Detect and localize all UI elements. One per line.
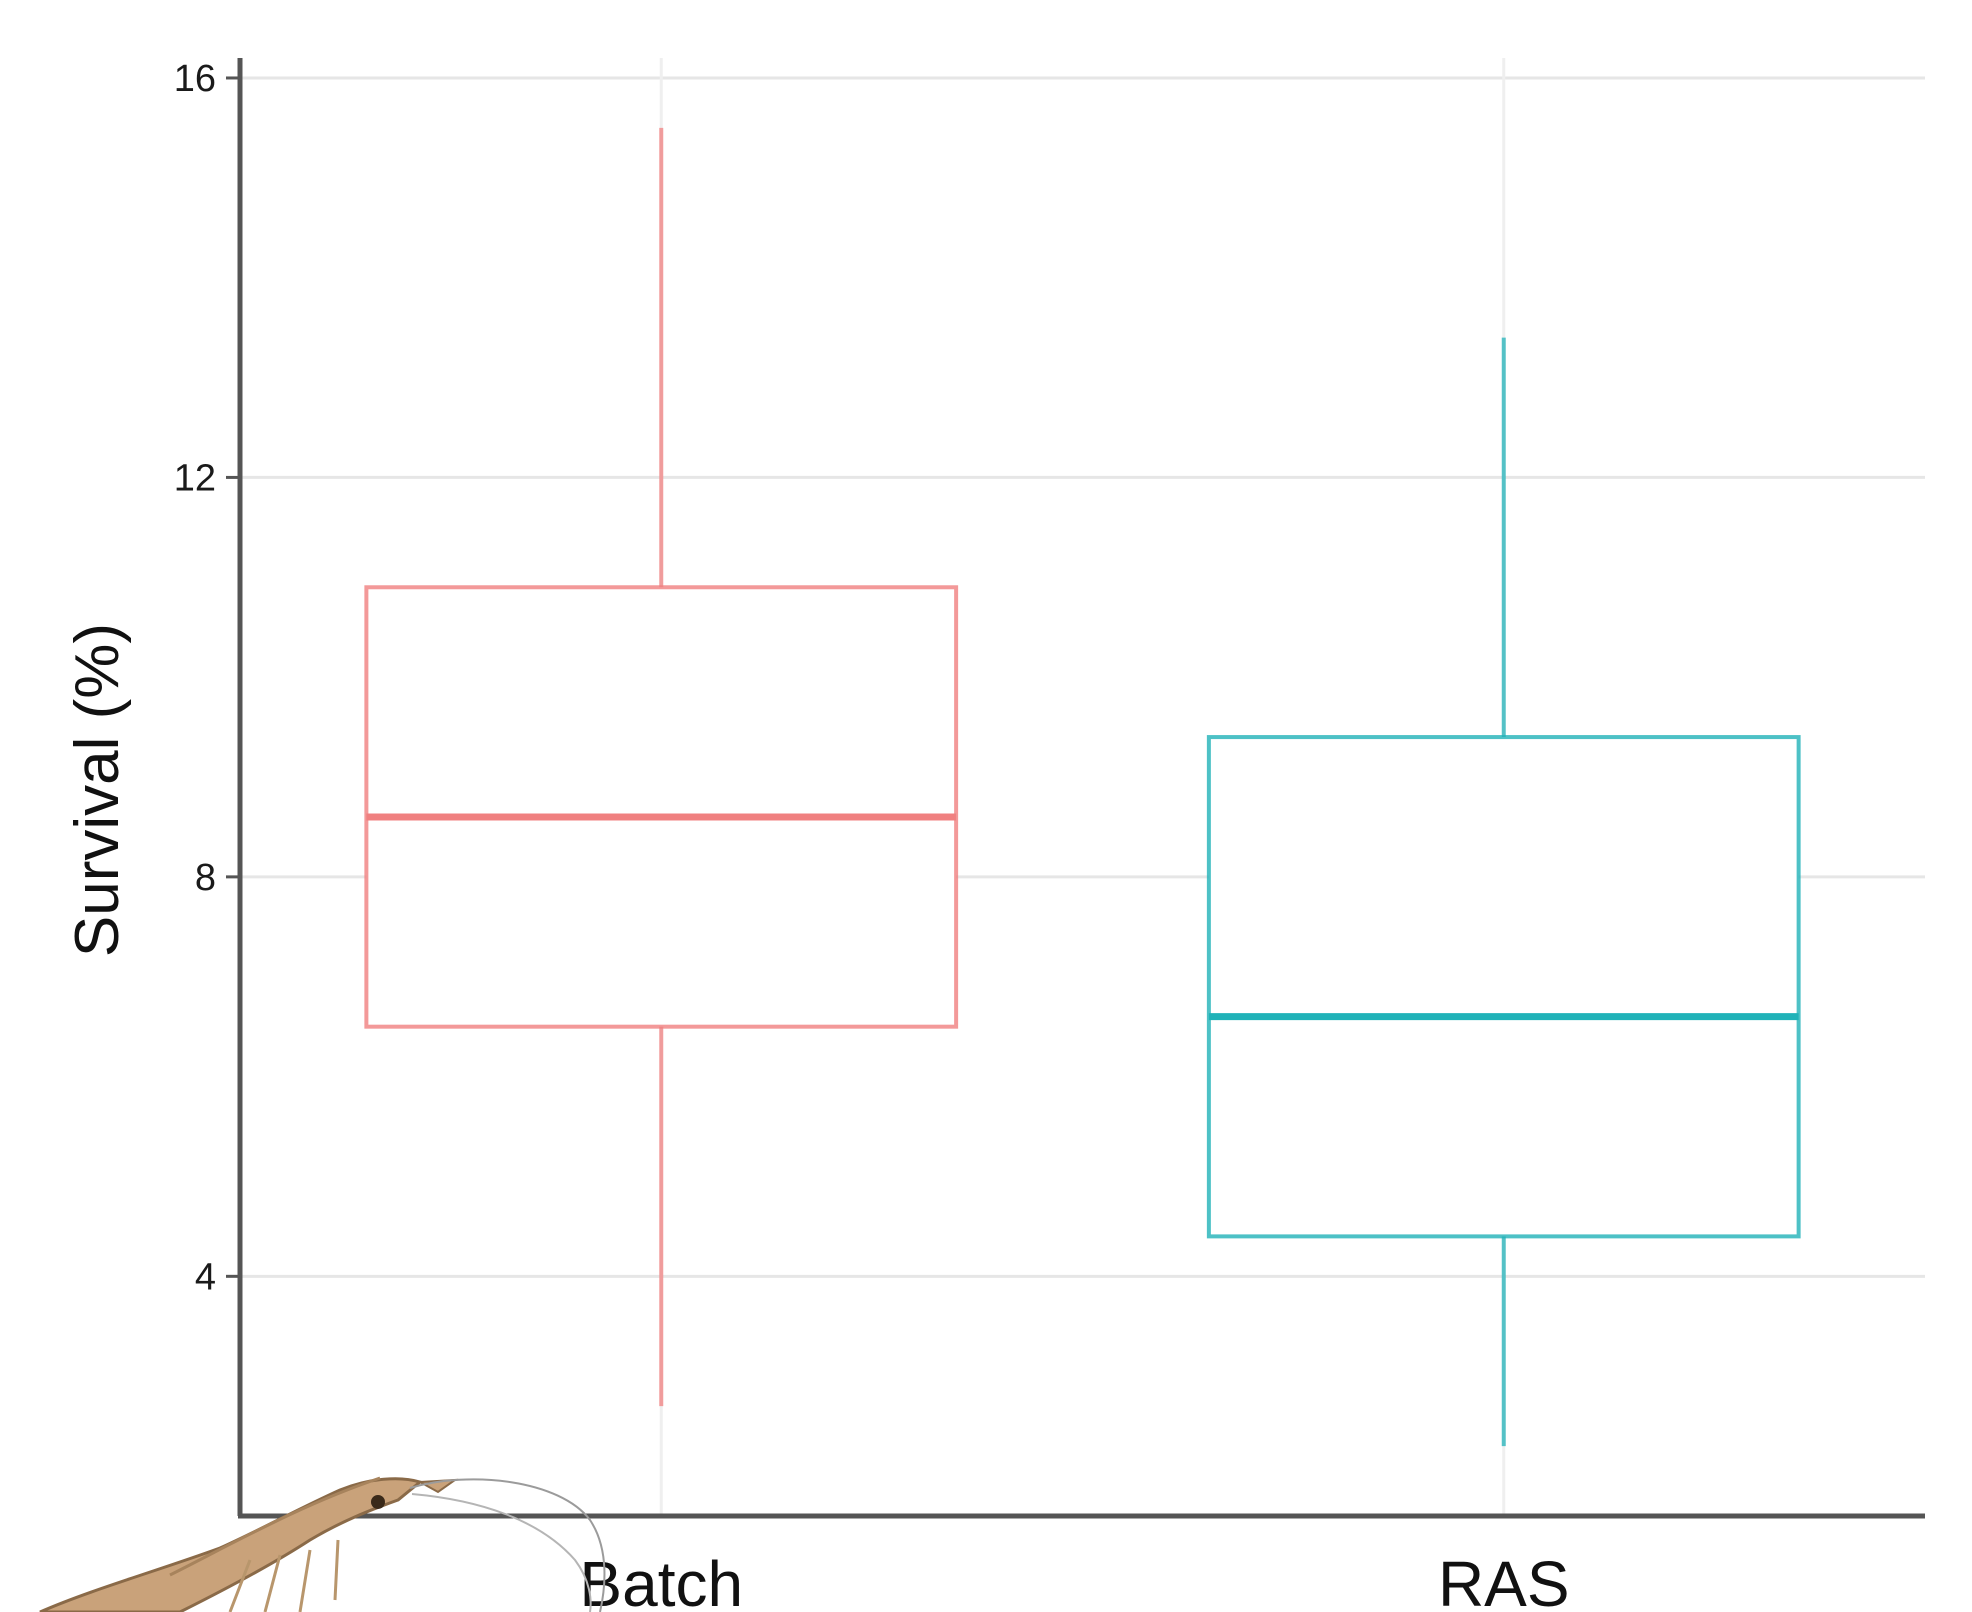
x-category-label: RAS: [1438, 1548, 1570, 1612]
box-iqr: [1206, 735, 1801, 1239]
box-ras: [1206, 337, 1801, 1447]
shrimp-icon: [39, 1476, 606, 1612]
x-category-label: Batch: [579, 1548, 743, 1612]
y-tick-label: 16: [174, 58, 216, 100]
y-tick-label: 12: [174, 457, 216, 499]
y-tick-label: 8: [195, 857, 216, 899]
y-tick-labels: 4 8 12 16: [174, 58, 240, 1298]
y-tick-label: 4: [195, 1256, 216, 1298]
x-category-labels: Batch RAS: [579, 1548, 1569, 1612]
y-axis-title: Survival (%): [63, 623, 132, 957]
axes: [237, 58, 1925, 1519]
box-batch: [364, 127, 959, 1407]
box-iqr: [364, 585, 959, 1029]
plot-area: [364, 127, 1801, 1447]
